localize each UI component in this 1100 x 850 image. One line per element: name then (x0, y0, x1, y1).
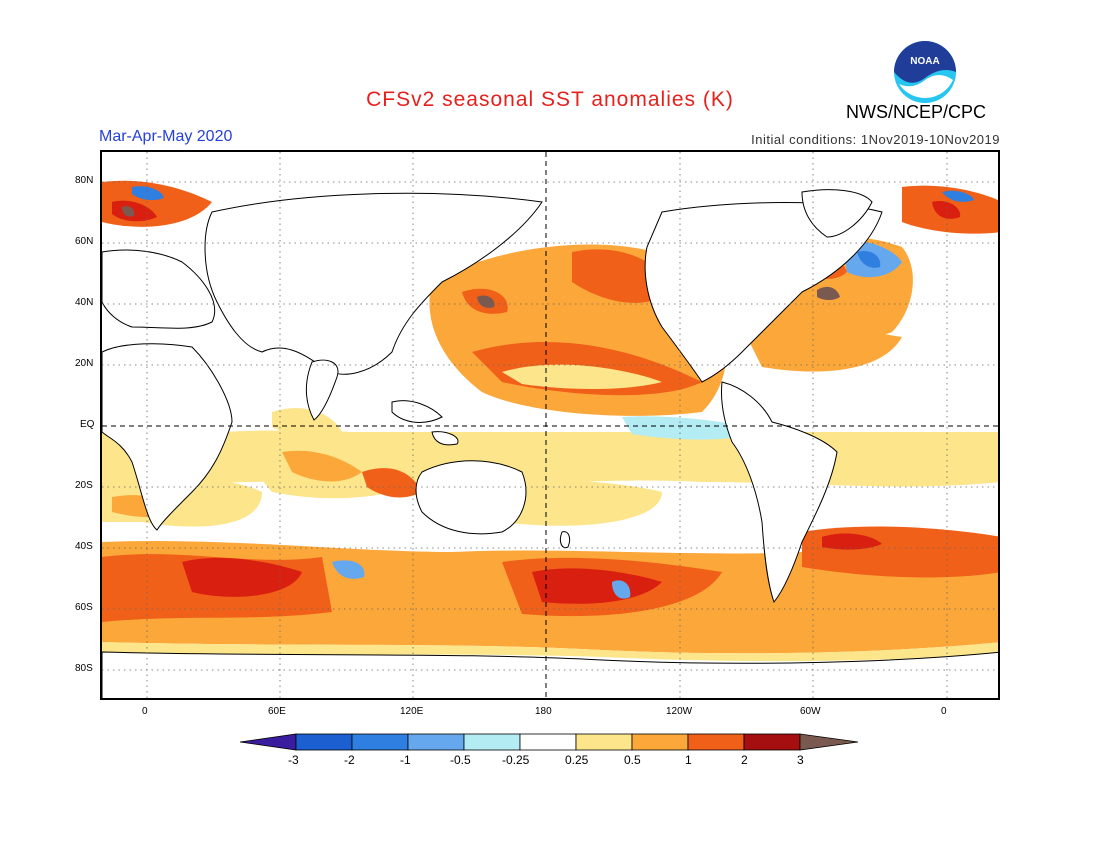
colorbar-high-arrow (799, 733, 859, 751)
colorbar-bin (687, 733, 745, 751)
season-label: Mar-Apr-May 2020 (99, 128, 233, 145)
lon-label: 60W (800, 706, 821, 717)
colorbar-label: 1 (685, 753, 692, 767)
map-title: CFSv2 seasonal SST anomalies (K) (366, 88, 734, 111)
lon-label: 0 (142, 706, 148, 717)
colorbar-label: -2 (344, 753, 355, 767)
colorbar-bin (351, 733, 409, 751)
colorbar-bin (295, 733, 353, 751)
lat-label: 20N (75, 358, 94, 369)
colorbar-bin (575, 733, 633, 751)
colorbar-bin (631, 733, 689, 751)
initial-conditions: Initial conditions: 1Nov2019-10Nov2019 (751, 132, 1000, 147)
colorbar-label: -3 (288, 753, 299, 767)
colorbar-label: -1 (400, 753, 411, 767)
lat-label: 20S (75, 480, 93, 491)
colorbar-bin (743, 733, 801, 751)
colorbar-label: 3 (797, 753, 804, 767)
colorbar-label: 2 (741, 753, 748, 767)
lon-label: 180 (535, 706, 552, 717)
equator-dateline (102, 152, 998, 698)
colorbar-bin (519, 733, 577, 751)
agency-label: NWS/NCEP/CPC (846, 102, 987, 122)
lat-label: 60N (75, 236, 94, 247)
lat-label: 80N (75, 175, 94, 186)
colorbar (240, 733, 859, 751)
lon-label: 120W (666, 706, 693, 717)
lon-label: 120E (400, 706, 424, 717)
land-masses (102, 189, 998, 698)
sst-anomaly-map (100, 150, 1000, 700)
colorbar-label: -0.5 (450, 753, 471, 767)
noaa-logo: NOAA (893, 40, 957, 104)
lat-label: 40N (75, 297, 94, 308)
colorbar-label: 0.25 (565, 753, 589, 767)
colorbar-bin (463, 733, 521, 751)
lat-label: 40S (75, 541, 93, 552)
lat-label: EQ (80, 419, 95, 430)
lat-label: 80S (75, 663, 93, 674)
lon-label: 60E (268, 706, 286, 717)
colorbar-label: 0.5 (624, 753, 641, 767)
colorbar-low-arrow (240, 733, 297, 751)
colorbar-bin (407, 733, 465, 751)
logo-text: NOAA (910, 56, 939, 67)
lat-label: 60S (75, 602, 93, 613)
colorbar-label: -0.25 (502, 753, 530, 767)
graticule (102, 152, 998, 698)
lon-label: 0 (941, 706, 947, 717)
